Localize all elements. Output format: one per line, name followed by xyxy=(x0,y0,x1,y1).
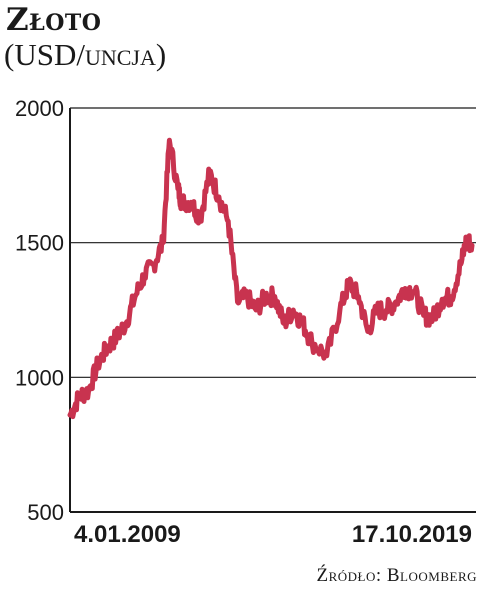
y-tick-label-500: 500 xyxy=(27,500,64,525)
source-note: Źródło: Bloomberg xyxy=(316,565,477,586)
y-tick-label-1500: 1500 xyxy=(15,231,64,256)
series-line-0 xyxy=(67,137,475,420)
series-layer xyxy=(67,137,475,420)
y-tick-label-2000: 2000 xyxy=(15,96,64,121)
y-tick-label-1000: 1000 xyxy=(15,365,64,390)
x-tick-label-start: 4.01.2009 xyxy=(74,521,181,548)
chart-subtitle: (USD/uncja) xyxy=(4,37,167,72)
x-tick-label-end: 17.10.2019 xyxy=(352,521,472,548)
chart-title: Złoto xyxy=(6,2,102,38)
label-layer: 500 1000 1500 2000 4.01.2009 17.10.2019 xyxy=(15,96,472,548)
grid-layer xyxy=(70,107,476,378)
axis-layer xyxy=(69,108,476,513)
